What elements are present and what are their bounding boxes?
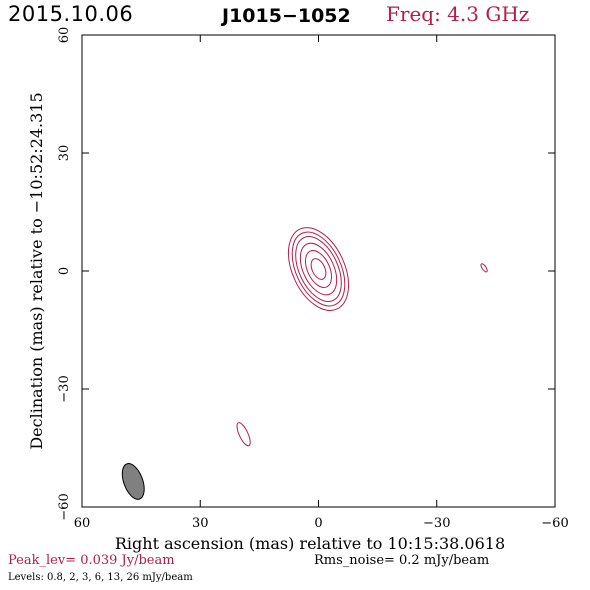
beam-layer xyxy=(121,463,145,500)
source-name: J1015−1052 xyxy=(222,5,351,27)
y-tick-label: 0 xyxy=(57,267,72,275)
y-tick-label: −30 xyxy=(57,375,72,402)
contour-level-4 xyxy=(299,242,338,296)
y-tick-label: −60 xyxy=(57,493,72,520)
frequency-label: Freq: 4.3 GHz xyxy=(386,2,530,26)
x-tick-label: −30 xyxy=(423,516,450,531)
x-tick-label: 30 xyxy=(192,516,209,531)
minor-component-2 xyxy=(480,263,488,273)
contour-levels: Levels: 0.8, 2, 3, 6, 13, 26 mJy/beam xyxy=(8,572,193,583)
contour-level-3 xyxy=(295,236,342,302)
contour-level-1 xyxy=(287,227,350,311)
beam-ellipse xyxy=(121,463,145,500)
axis-tick-labels: 60 30 0 −30 −60 −60 −30 0 30 60 xyxy=(57,27,569,531)
contour-layer xyxy=(236,227,488,447)
axis-ticks xyxy=(81,34,556,508)
y-tick-label: 60 xyxy=(57,27,72,44)
y-axis-title: Declination (mas) relative to −10:52:24.… xyxy=(27,92,46,449)
x-tick-label: −60 xyxy=(541,516,568,531)
x-tick-label: 0 xyxy=(314,516,322,531)
contour-level-5 xyxy=(304,250,333,288)
rms-noise: Rms_noise= 0.2 mJy/beam xyxy=(314,553,490,568)
y-tick-label: 30 xyxy=(57,145,72,162)
minor-component-1 xyxy=(236,422,251,447)
x-tick-label: 60 xyxy=(74,516,91,531)
contour-level-6 xyxy=(310,258,327,280)
peak-level: Peak_lev= 0.039 Jy/beam xyxy=(8,553,175,568)
observation-date: 2015.10.06 xyxy=(8,2,134,26)
contour-level-2 xyxy=(291,231,346,307)
x-axis-title: Right ascension (mas) relative to 10:15:… xyxy=(115,534,505,553)
